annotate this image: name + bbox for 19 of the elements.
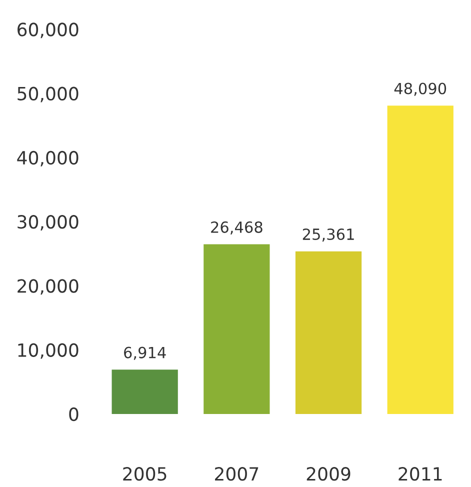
y-tick-label: 40,000 bbox=[17, 150, 78, 166]
y-tick-label: 20,000 bbox=[18, 279, 78, 295]
y-tick-label: 50,000 bbox=[18, 86, 78, 102]
y-tick-label: 30,000 bbox=[18, 215, 78, 231]
x-tick-label: 2007 bbox=[215, 467, 258, 481]
bar bbox=[112, 370, 178, 414]
x-tick-label: 2011 bbox=[398, 467, 442, 481]
y-tick-label: 60,000 bbox=[18, 22, 78, 38]
data-label: 6,914 bbox=[124, 346, 166, 360]
bar bbox=[387, 106, 454, 414]
bar bbox=[204, 244, 270, 414]
x-tick-label: 2005 bbox=[123, 467, 166, 481]
bar bbox=[295, 251, 362, 414]
x-tick-label: 2009 bbox=[306, 467, 350, 481]
data-label: 26,468 bbox=[211, 221, 262, 234]
data-label: 48,090 bbox=[394, 82, 446, 96]
y-tick-label: 0 bbox=[69, 407, 78, 422]
data-label: 25,361 bbox=[302, 228, 354, 242]
y-tick-label: 10,000 bbox=[18, 343, 78, 359]
